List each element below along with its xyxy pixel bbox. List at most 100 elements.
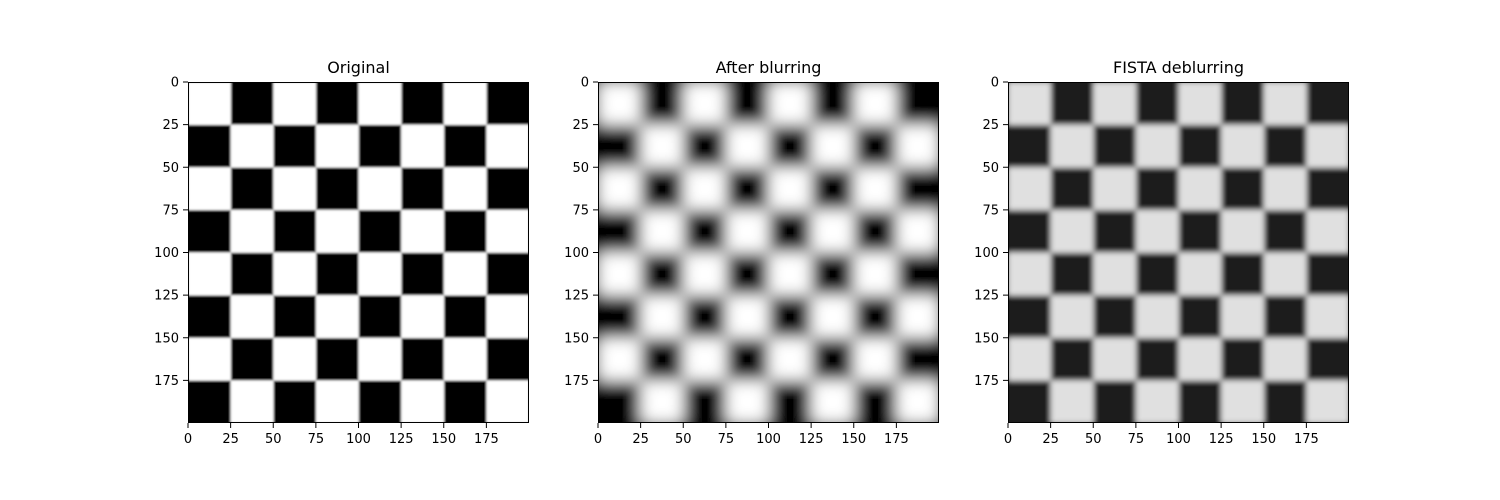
checker-cell bbox=[1008, 337, 1051, 381]
checker-cell bbox=[768, 82, 812, 125]
checker-cell bbox=[230, 209, 274, 253]
panel-fista-deblurring: FISTA deblurring 0 25 50 75 100 125 150 175 0 25 50… bbox=[974, 58, 1349, 447]
y-tick-label: 125 bbox=[154, 289, 179, 304]
checker-cell bbox=[598, 82, 641, 125]
checker-cell bbox=[315, 380, 359, 423]
checker-cell bbox=[1263, 82, 1307, 125]
checker-cell bbox=[640, 124, 684, 168]
image-area bbox=[188, 82, 529, 423]
checker-cell bbox=[811, 209, 855, 253]
y-tick-label: 0 bbox=[581, 76, 589, 91]
checker-cell bbox=[896, 295, 939, 339]
checker-cell bbox=[683, 252, 727, 296]
y-tick-label: 50 bbox=[572, 161, 589, 176]
checker-cell bbox=[486, 380, 529, 423]
checker-cell bbox=[443, 82, 487, 125]
y-tick-label: 75 bbox=[162, 203, 179, 218]
checker-cell bbox=[401, 209, 445, 253]
y-tick-label: 75 bbox=[572, 203, 589, 218]
x-tick-label: 125 bbox=[799, 432, 824, 447]
y-tick-label: 100 bbox=[564, 246, 589, 261]
y-tick-label: 25 bbox=[572, 118, 589, 133]
checker-cell bbox=[486, 295, 529, 339]
x-tick-label: 75 bbox=[1128, 432, 1145, 447]
checker-cell bbox=[853, 337, 897, 381]
checker-cell bbox=[1008, 82, 1051, 125]
checker-cell bbox=[443, 167, 487, 211]
checker-cell bbox=[768, 167, 812, 211]
checker-cell bbox=[188, 252, 231, 296]
x-tick-label: 175 bbox=[1294, 432, 1319, 447]
y-tick-label: 150 bbox=[974, 331, 999, 346]
checker-cell bbox=[1008, 167, 1051, 211]
checker-cell bbox=[896, 380, 939, 423]
chart-title: Original bbox=[327, 58, 390, 77]
checker-cell bbox=[1050, 380, 1094, 423]
checker-cell bbox=[273, 167, 317, 211]
checker-cell bbox=[358, 337, 402, 381]
x-tick-label: 175 bbox=[474, 432, 499, 447]
checker-cell bbox=[1050, 209, 1094, 253]
checker-cell bbox=[1093, 337, 1137, 381]
checker-cell bbox=[1135, 295, 1179, 339]
checker-cell bbox=[1093, 167, 1137, 211]
checker-cell bbox=[1306, 295, 1349, 339]
checker-cell bbox=[1135, 380, 1179, 423]
checker-cell bbox=[273, 252, 317, 296]
x-tick-label: 50 bbox=[1085, 432, 1102, 447]
checker-cell bbox=[683, 167, 727, 211]
checker-cell bbox=[1178, 82, 1222, 125]
checker-cell bbox=[1008, 252, 1051, 296]
checker-cell bbox=[1135, 124, 1179, 168]
y-tick-label: 100 bbox=[154, 246, 179, 261]
checker-cell bbox=[230, 124, 274, 168]
checker-cell bbox=[1050, 295, 1094, 339]
checker-cell bbox=[811, 295, 855, 339]
checker-cell bbox=[443, 337, 487, 381]
checker-cell bbox=[598, 252, 641, 296]
chart-title: FISTA deblurring bbox=[1113, 58, 1244, 77]
checker-cell bbox=[1221, 209, 1265, 253]
x-tick-label: 0 bbox=[1004, 432, 1012, 447]
checker-cell bbox=[1263, 337, 1307, 381]
x-tick-label: 25 bbox=[1042, 432, 1059, 447]
checker-cell bbox=[358, 82, 402, 125]
checker-cell bbox=[1178, 337, 1222, 381]
checker-cell bbox=[315, 124, 359, 168]
checker-cell bbox=[1221, 295, 1265, 339]
axes-frame bbox=[188, 82, 529, 423]
image-area bbox=[598, 82, 939, 423]
y-tick-label: 175 bbox=[564, 374, 589, 389]
chart-title: After blurring bbox=[716, 58, 822, 77]
x-tick-label: 100 bbox=[1166, 432, 1191, 447]
y-tick-label: 125 bbox=[564, 289, 589, 304]
checker-cell bbox=[683, 82, 727, 125]
checker-cell bbox=[230, 380, 274, 423]
axes-frame bbox=[598, 82, 939, 423]
checker-cell bbox=[1306, 124, 1349, 168]
x-tick-label: 100 bbox=[346, 432, 371, 447]
checker-cell bbox=[1221, 124, 1265, 168]
x-tick-label: 150 bbox=[841, 432, 866, 447]
checker-cell bbox=[640, 295, 684, 339]
checker-cell bbox=[443, 252, 487, 296]
y-tick-label: 150 bbox=[564, 331, 589, 346]
checker-cell bbox=[811, 124, 855, 168]
checker-cell bbox=[683, 337, 727, 381]
checker-cell bbox=[768, 252, 812, 296]
checker-cell bbox=[811, 380, 855, 423]
checker-cell bbox=[188, 337, 231, 381]
checker-cell bbox=[1306, 380, 1349, 423]
x-tick-label: 75 bbox=[308, 432, 325, 447]
y-tick-label: 175 bbox=[154, 374, 179, 389]
x-tick-label: 150 bbox=[431, 432, 456, 447]
checker-cell bbox=[315, 295, 359, 339]
checker-cell bbox=[598, 167, 641, 211]
y-tick-label: 125 bbox=[974, 289, 999, 304]
x-tick-label: 75 bbox=[718, 432, 735, 447]
y-tick-label: 50 bbox=[982, 161, 999, 176]
checker-cell bbox=[1263, 167, 1307, 211]
checker-cell bbox=[1178, 167, 1222, 211]
checker-cell bbox=[725, 295, 769, 339]
